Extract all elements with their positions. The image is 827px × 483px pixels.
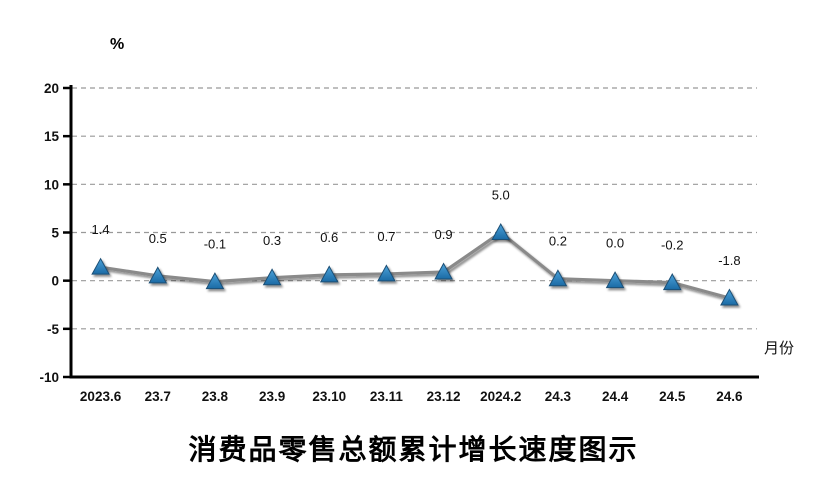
data-label: -1.8	[718, 253, 740, 268]
marker-triangle	[377, 264, 396, 282]
marker-triangle	[548, 269, 568, 287]
data-label: 0.7	[377, 229, 395, 244]
marker-triangle	[720, 288, 739, 306]
y-tick-label: 0	[51, 274, 59, 289]
x-tick-label: 23.11	[370, 389, 404, 404]
x-tick-label: 23.12	[427, 389, 461, 404]
data-label: 0.0	[606, 236, 624, 251]
data-label: 0.2	[549, 234, 567, 249]
data-label: 0.6	[320, 230, 338, 245]
x-axis-title: 月份	[764, 341, 795, 357]
marker-triangle	[91, 257, 110, 275]
x-tick-label: 2023.6	[80, 389, 122, 404]
marker-triangle	[491, 222, 511, 240]
marker-triangle	[205, 272, 225, 290]
marker-triangle	[262, 268, 282, 286]
x-tick-label: 23.8	[202, 389, 229, 404]
marker-triangle	[605, 271, 625, 289]
data-label: 0.9	[435, 227, 453, 242]
y-tick-label: 20	[44, 81, 59, 96]
y-tick-label: 10	[44, 177, 59, 192]
data-label: 0.5	[149, 231, 167, 246]
data-label: 0.3	[263, 233, 281, 248]
x-tick-label: 2024.2	[480, 389, 521, 404]
x-tick-label: 24.3	[545, 389, 572, 404]
chart-title: 消费品零售总额累计增长速度图示	[188, 435, 639, 466]
y-tick-label: 5	[51, 226, 59, 241]
x-tick-label: 23.7	[145, 389, 171, 404]
y-tick-label: -10	[39, 370, 59, 385]
data-label: -0.1	[204, 237, 226, 252]
marker-triangle	[662, 273, 682, 291]
x-tick-label: 23.9	[259, 389, 285, 404]
marker-triangle	[319, 265, 339, 283]
y-axis-unit-label: %	[110, 36, 125, 53]
data-label: -0.2	[661, 238, 683, 253]
x-tick-label: 24.6	[716, 389, 743, 404]
marker-triangle	[148, 266, 168, 284]
x-tick-label: 24.5	[659, 389, 686, 404]
y-tick-label: 15	[44, 129, 60, 144]
y-tick-label: -5	[47, 322, 59, 337]
x-tick-label: 23.10	[312, 389, 346, 404]
x-tick-label: 24.4	[602, 389, 629, 404]
data-label: 1.4	[92, 222, 110, 237]
marker-triangle	[434, 262, 453, 280]
series-line	[100, 230, 730, 300]
data-label: 5.0	[492, 188, 510, 203]
